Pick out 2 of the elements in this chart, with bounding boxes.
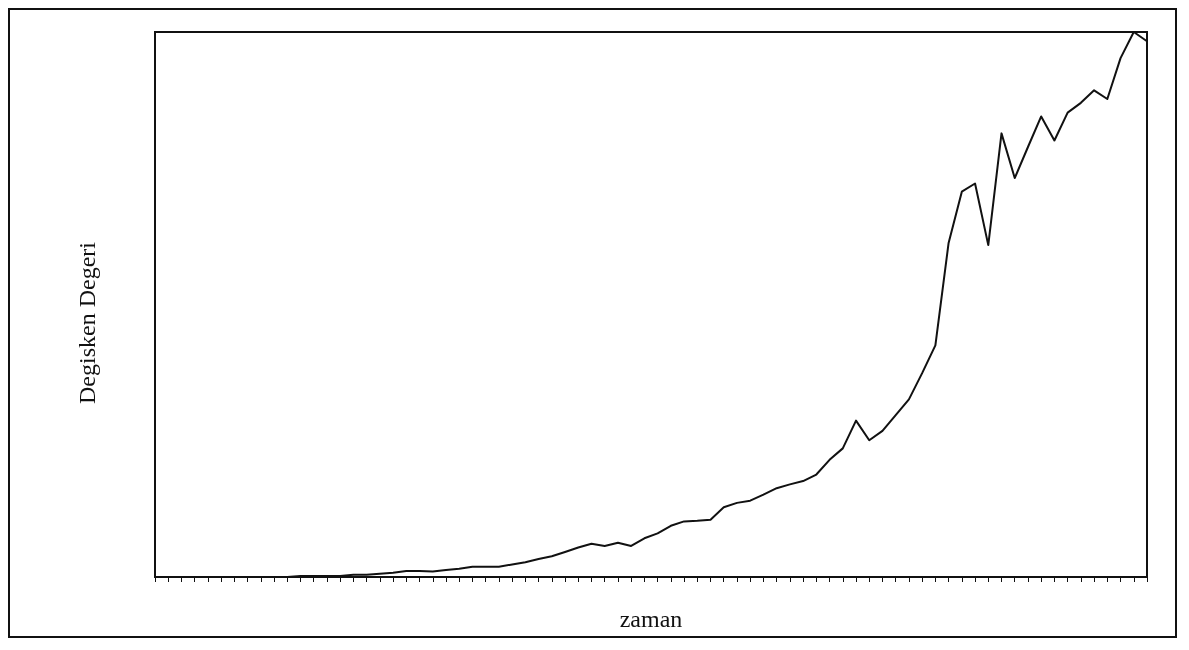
y-axis-title: Degisken Degeri [74,241,100,404]
x-axis-title: zaman [619,606,683,632]
